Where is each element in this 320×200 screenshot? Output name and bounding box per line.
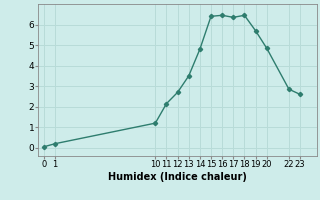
X-axis label: Humidex (Indice chaleur): Humidex (Indice chaleur): [108, 172, 247, 182]
